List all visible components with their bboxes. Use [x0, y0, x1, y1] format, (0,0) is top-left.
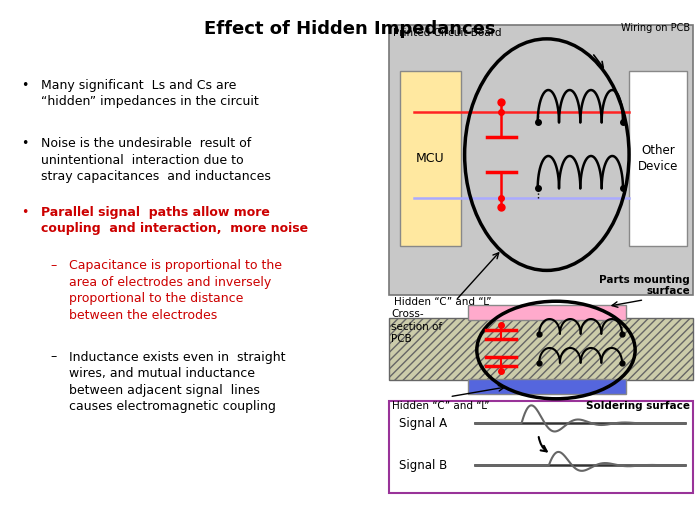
Bar — [389, 25, 693, 295]
Text: Noise is the undesirable  result of
unintentional  interaction due to
stray capa: Noise is the undesirable result of unint… — [41, 137, 270, 183]
Text: Inductance exists even in  straight
wires, and mutual inductance
between adjacen: Inductance exists even in straight wires… — [69, 351, 285, 413]
Text: Hidden “C” and “L”: Hidden “C” and “L” — [394, 297, 491, 307]
Text: Hidden “C” and “L”: Hidden “C” and “L” — [392, 401, 489, 411]
Text: Parts mounting
surface: Parts mounting surface — [599, 274, 690, 296]
Text: Effect of Hidden Impedances: Effect of Hidden Impedances — [204, 20, 496, 38]
Text: Printed Circuit Board: Printed Circuit Board — [393, 28, 501, 39]
Text: Wiring on PCB: Wiring on PCB — [621, 23, 690, 33]
Text: Capacitance is proportional to the
area of electrodes and inversely
proportional: Capacitance is proportional to the area … — [69, 259, 281, 322]
Bar — [389, 318, 693, 380]
Text: –: – — [50, 351, 57, 364]
Text: Signal A: Signal A — [399, 417, 447, 430]
Bar — [629, 71, 687, 246]
Text: Other
Device: Other Device — [638, 144, 678, 173]
Text: Soldering surface: Soldering surface — [586, 401, 690, 411]
Bar — [468, 305, 626, 320]
Text: •: • — [21, 206, 29, 219]
Text: Parallel signal  paths allow more
coupling  and interaction,  more noise: Parallel signal paths allow more couplin… — [41, 206, 308, 235]
Text: MCU: MCU — [416, 152, 444, 165]
Bar — [468, 379, 626, 394]
Text: •: • — [21, 137, 29, 150]
Text: Cross-
section of
PCB: Cross- section of PCB — [391, 309, 442, 344]
Bar — [400, 71, 461, 246]
Text: –: – — [50, 259, 57, 272]
Text: •: • — [21, 79, 29, 92]
Bar — [389, 401, 693, 493]
Text: Signal B: Signal B — [399, 459, 447, 472]
Text: Many significant  Ls and Cs are
“hidden” impedances in the circuit: Many significant Ls and Cs are “hidden” … — [41, 79, 258, 108]
